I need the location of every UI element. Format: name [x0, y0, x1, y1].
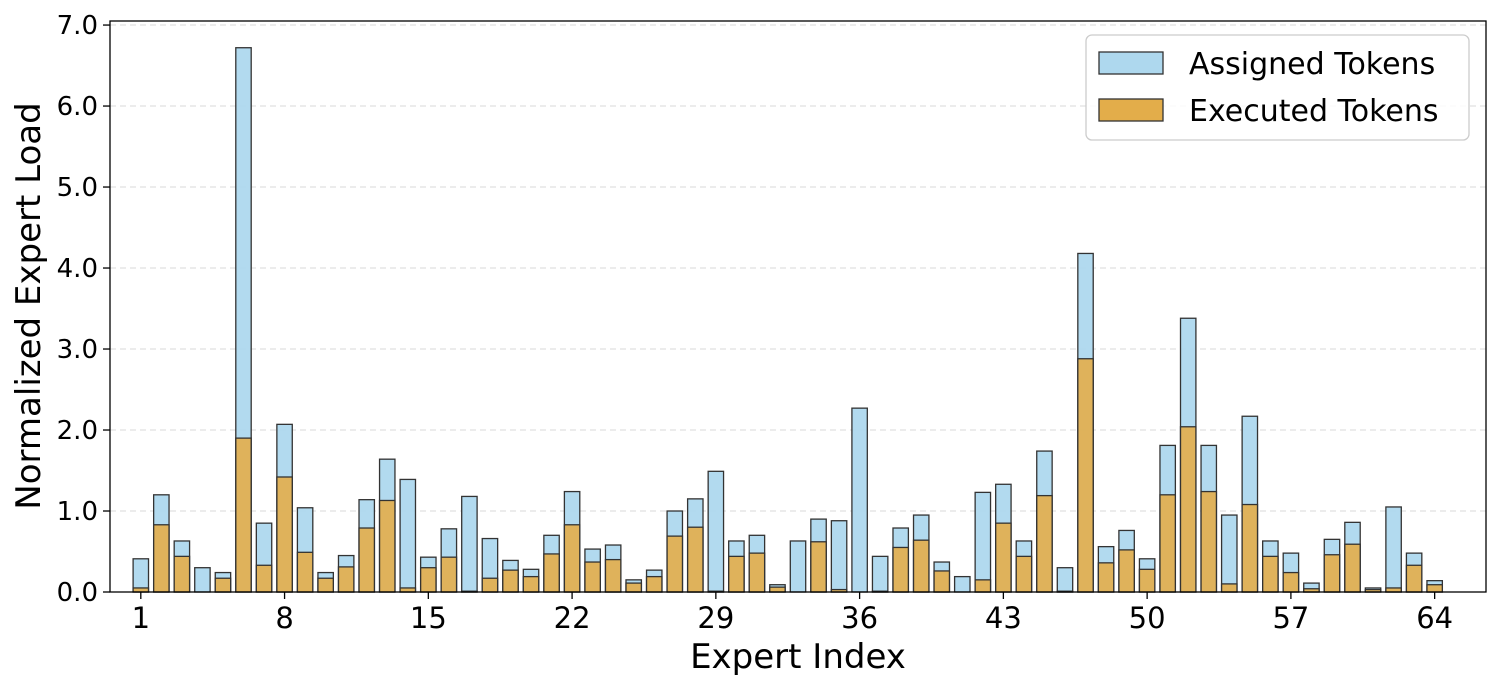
executed-bar [296, 551, 314, 593]
x-tick-label: 50 [1129, 601, 1166, 635]
executed-bar [563, 524, 581, 593]
executed-bar [645, 575, 663, 593]
x-tick-label: 1 [132, 601, 150, 635]
executed-bar [666, 535, 684, 593]
x-tick-label: 36 [841, 601, 878, 635]
assigned-bar [851, 407, 868, 593]
executed-bar [255, 564, 273, 593]
executed-bar [1405, 564, 1423, 593]
x-tick-label: 22 [554, 601, 591, 635]
y-tick-label: 1.0 [57, 497, 98, 527]
assigned-bar [1056, 567, 1074, 593]
executed-bar [1200, 490, 1218, 593]
legend-swatch-executed [1098, 98, 1164, 122]
executed-bar [584, 561, 601, 593]
executed-bar [604, 558, 622, 593]
assigned-bar [830, 520, 848, 593]
assigned-bar [789, 540, 807, 593]
executed-bar [748, 552, 766, 593]
executed-bar [152, 524, 170, 593]
executed-bar [625, 582, 643, 593]
assigned-bar [461, 495, 478, 593]
executed-bar [358, 527, 376, 593]
executed-bar [686, 526, 704, 593]
assigned-bar [707, 470, 725, 593]
executed-bar [1015, 555, 1033, 593]
x-axis-ticks: 1 8 15 22 29 36 43 50 57 64 [132, 592, 1453, 635]
y-tick-label: 7.0 [57, 11, 98, 41]
assigned-bar [953, 575, 971, 593]
x-axis-title: Expert Index [690, 637, 906, 677]
executed-bar [378, 499, 396, 593]
y-tick-label: 5.0 [57, 173, 98, 203]
executed-bar [317, 577, 334, 593]
y-axis-title: Normalized Expert Load [9, 102, 49, 509]
x-tick-label: 43 [985, 601, 1022, 635]
legend-box [1085, 34, 1470, 141]
executed-bar [522, 575, 540, 593]
executed-bar [995, 522, 1012, 593]
y-axis-ticks: 0.0 1.0 2.0 3.0 4.0 5.0 6.0 7.0 [57, 11, 110, 608]
plot-frame [109, 20, 1487, 593]
executed-bar [481, 577, 499, 593]
assigned-bar [132, 558, 150, 593]
legend-label-executed: Executed Tokens [1189, 94, 1439, 129]
assigned-bar [974, 491, 992, 593]
executed-bar [1077, 358, 1094, 593]
y-tick-label: 2.0 [57, 416, 98, 446]
executed-bar [440, 556, 458, 593]
assigned-bar [1220, 514, 1238, 593]
executed-bar [235, 437, 252, 593]
executed-bar [543, 553, 560, 593]
executed-bar [1282, 571, 1300, 593]
executed-bar [769, 586, 786, 593]
assigned-bar [871, 555, 889, 593]
x-tick-label: 29 [697, 601, 734, 635]
executed-bar [173, 555, 191, 593]
x-tick-label: 15 [410, 601, 447, 635]
executed-bar [1262, 555, 1279, 593]
executed-bar [1138, 568, 1156, 593]
executed-bar [1323, 554, 1341, 593]
executed-bar [337, 566, 355, 593]
executed-bar [276, 476, 293, 593]
assigned-bar [399, 478, 417, 593]
executed-bar [1426, 584, 1444, 593]
y-tick-label: 0.0 [57, 578, 98, 608]
executed-bar [933, 570, 951, 593]
executed-bar [1159, 494, 1177, 593]
y-tick-label: 3.0 [57, 335, 98, 365]
x-tick-label: 57 [1272, 601, 1309, 635]
executed-bar [214, 577, 232, 593]
legend: Assigned Tokens Executed Tokens [1085, 34, 1470, 141]
legend-swatch-assigned [1098, 51, 1164, 75]
executed-bar [1036, 494, 1053, 593]
executed-bar [502, 569, 519, 593]
x-tick-label: 64 [1416, 601, 1453, 635]
y-tick-label: 6.0 [57, 92, 98, 122]
executed-bar [912, 539, 930, 593]
executed-bar [1118, 549, 1135, 593]
executed-bar [974, 579, 992, 593]
executed-bar [1344, 543, 1361, 593]
y-tick-label: 4.0 [57, 254, 98, 284]
x-tick-label: 8 [275, 601, 293, 635]
executed-bar [1179, 426, 1197, 593]
assigned-bar [194, 567, 211, 593]
executed-bar [728, 555, 745, 593]
executed-bar [810, 541, 827, 593]
executed-bar [419, 567, 437, 593]
executed-bar [1241, 503, 1259, 593]
executed-bar [1097, 562, 1115, 593]
executed-bar [892, 546, 910, 593]
legend-label-assigned: Assigned Tokens [1189, 47, 1435, 82]
executed-bar [1220, 583, 1238, 593]
assigned-bar [1385, 506, 1402, 593]
